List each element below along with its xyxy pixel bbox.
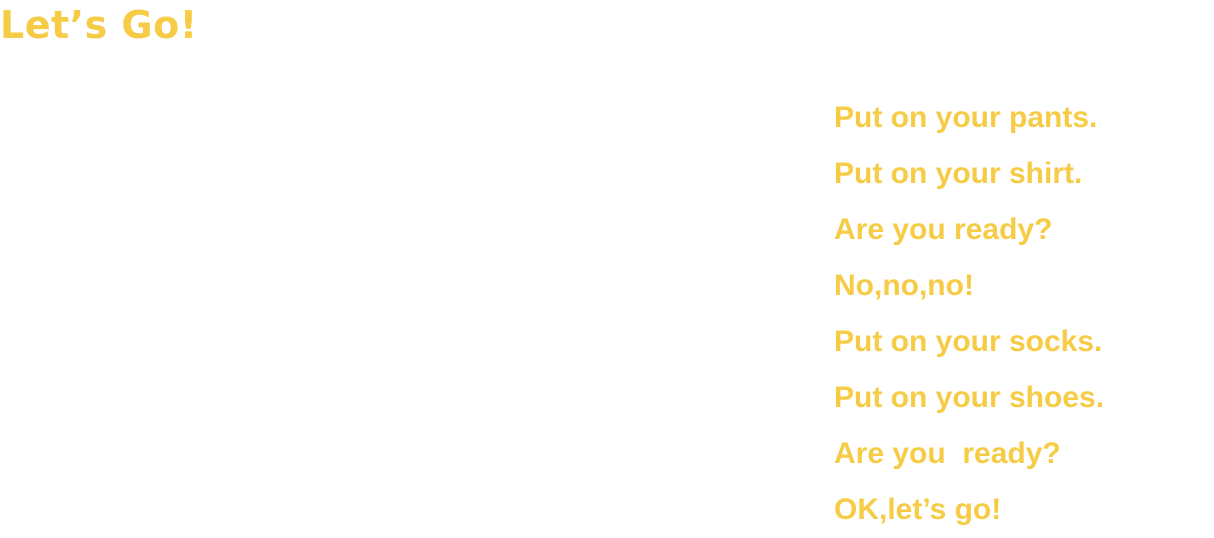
song-lyrics: Put on your pants. Put on your shirt. Ar… <box>834 90 1104 538</box>
lyric-line: Put on your socks. <box>834 325 1103 358</box>
lyric-line: Put on your shoes. <box>834 381 1105 414</box>
page-title: Let’s Go! <box>0 3 198 47</box>
lyric-line: Are you ready? <box>834 437 1061 470</box>
lyric-line: OK,let’s go! <box>834 493 1002 526</box>
lyric-line: Put on your pants. <box>834 101 1098 134</box>
lyric-line: Are you ready? <box>834 213 1053 246</box>
lyric-line: Put on your shirt. <box>834 157 1083 190</box>
lyric-line: No,no,no! <box>834 269 974 302</box>
